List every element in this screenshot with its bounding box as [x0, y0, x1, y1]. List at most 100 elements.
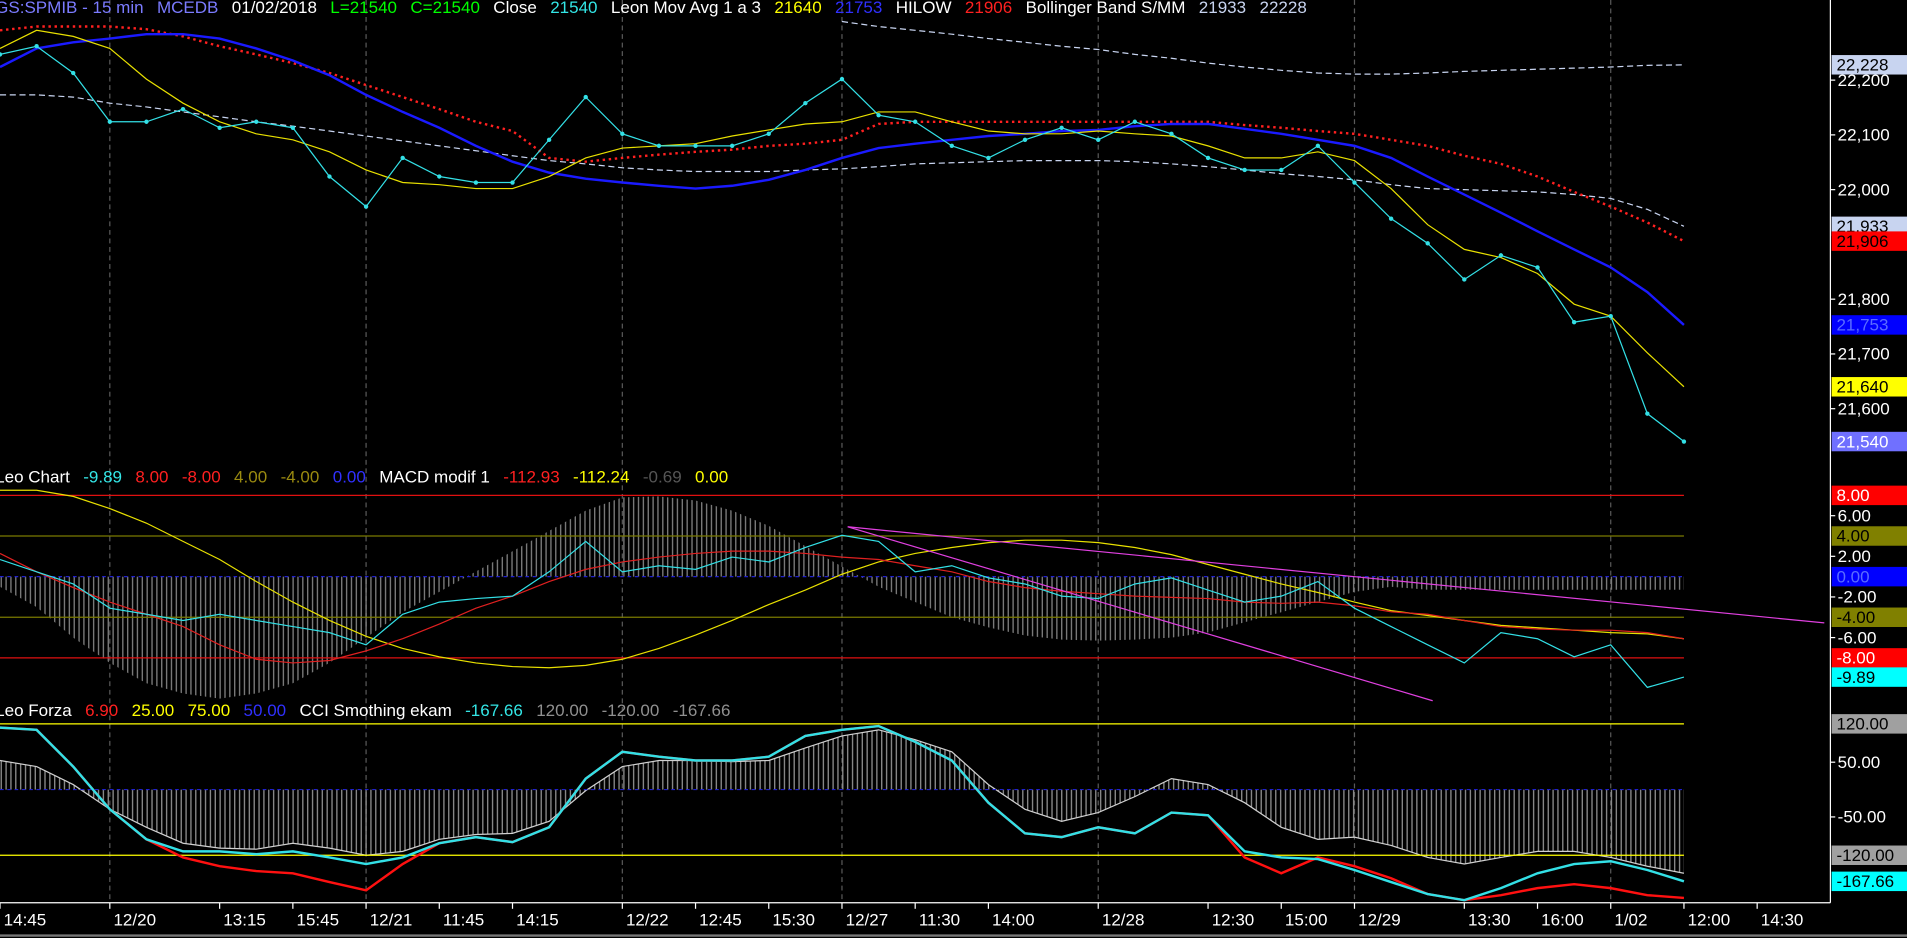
y-tick-label: 22,000 [1838, 180, 1890, 199]
value-box [1831, 607, 1907, 627]
x-tick-label: 12/20 [113, 910, 156, 929]
legend-item: CCI Smothing ekam [300, 701, 452, 720]
histogram [0, 729, 1684, 874]
legend-item: 0.00 [333, 468, 366, 487]
legend-item: 75.00 [188, 701, 231, 720]
x-tick-label: 14:45 [4, 910, 47, 929]
value-box [1831, 667, 1907, 687]
price-marker [1315, 143, 1321, 149]
price-marker [400, 155, 405, 161]
value-box-label: 0.00 [1836, 567, 1869, 586]
price-marker [986, 155, 991, 161]
legend-item: 21933 [1199, 0, 1246, 17]
legend-item: Leo Chart [0, 468, 70, 487]
value-box-label: 21,640 [1836, 378, 1888, 397]
legend-item: -4.00 [281, 468, 320, 487]
price-marker [1279, 167, 1284, 173]
value-box [1831, 845, 1907, 865]
y-tick-label: 22,200 [1838, 71, 1890, 90]
value-box [1831, 871, 1907, 892]
x-tick-label: 12:00 [1688, 910, 1731, 929]
legend-item: MCEDB [157, 0, 218, 17]
line [0, 534, 1685, 689]
price-marker [327, 174, 332, 179]
price-marker [1242, 167, 1247, 173]
x-tick-label: 13:30 [1468, 910, 1511, 929]
value-box-label: 21,753 [1836, 316, 1888, 335]
value-box-label: 4.00 [1836, 527, 1869, 546]
y-tick-label: -2.00 [1838, 588, 1877, 607]
price-marker [803, 100, 808, 106]
value-box-label: 21,906 [1836, 232, 1888, 251]
price-marker [620, 131, 625, 136]
legend-item: -8.00 [182, 468, 221, 487]
value-box-label: -167.66 [1836, 872, 1894, 891]
y-tick-label: -50.00 [1838, 808, 1886, 827]
x-tick-label: 11:45 [443, 910, 484, 929]
value-box [1831, 566, 1907, 587]
price-marker [34, 43, 39, 49]
price-marker [876, 112, 881, 118]
price-marker [107, 119, 113, 124]
legend-item: -112.93 [503, 468, 559, 487]
value-box-label: -120.00 [1836, 846, 1894, 865]
legend-item: -0.69 [643, 468, 682, 487]
value-box [1831, 216, 1907, 237]
x-tick-label: 15:00 [1285, 910, 1328, 929]
value-box [1831, 714, 1907, 734]
price-marker [217, 125, 222, 130]
price-marker [1681, 439, 1687, 444]
x-tick-label: 13:15 [223, 910, 266, 929]
legend-item: -167.66 [465, 701, 523, 720]
legend-item: -167.66 [673, 701, 731, 720]
price-marker [510, 180, 515, 185]
legend-item: 0.00 [695, 468, 728, 487]
x-tick-label: 15:45 [297, 910, 340, 929]
value-box-label: 120.00 [1836, 715, 1888, 734]
legend-item: 21906 [965, 0, 1012, 17]
line [0, 550, 1685, 664]
x-tick-label: 14:30 [1761, 910, 1804, 929]
legend-item: C=21540 [410, 0, 480, 17]
legend-item: 01/02/2018 [232, 0, 317, 17]
value-box [1831, 648, 1907, 668]
price-marker [1022, 137, 1028, 143]
price-marker [1205, 155, 1211, 161]
trend-line [847, 526, 1825, 624]
line [0, 729, 1685, 874]
legend-item: Bollinger Band S/MM [1026, 0, 1186, 17]
price-marker [839, 76, 845, 82]
price-marker [1059, 125, 1064, 130]
value-box [1831, 431, 1907, 452]
price-marker [949, 143, 954, 149]
legend-item: 120.00 [536, 701, 588, 720]
legend-item: 21540 [550, 0, 597, 17]
legend-item: 50.00 [244, 701, 287, 720]
x-tick-label: 1/02 [1614, 910, 1647, 929]
price-marker [656, 143, 662, 149]
price-marker [1388, 216, 1394, 221]
price-marker [693, 143, 698, 149]
legend-item: 21640 [774, 0, 821, 17]
legend-item: -9.89 [83, 468, 122, 487]
line [841, 20, 1684, 75]
y-tick-label: 6.00 [1838, 506, 1871, 525]
trend-line [847, 526, 1433, 702]
y-tick-label: -6.00 [1838, 628, 1877, 647]
legend-item: Leon Mov Avg 1 a 3 [611, 0, 761, 17]
x-tick-label: 12/28 [1102, 910, 1145, 929]
value-box-label: 22,228 [1836, 56, 1888, 75]
legend-item: Leo Forza [0, 701, 72, 720]
legend-item: -120.00 [602, 701, 660, 720]
x-tick-label: 15:30 [772, 910, 815, 929]
price-marker [180, 106, 186, 112]
price-marker [913, 119, 918, 124]
value-box-label: 21,540 [1836, 432, 1888, 451]
y-tick-label: 21,800 [1838, 290, 1890, 309]
legend-item: Close [493, 0, 537, 17]
value-box [1831, 485, 1907, 506]
value-box-label: 21,933 [1836, 217, 1888, 236]
y-tick-label: 50.00 [1838, 753, 1881, 772]
price-marker [437, 174, 442, 179]
